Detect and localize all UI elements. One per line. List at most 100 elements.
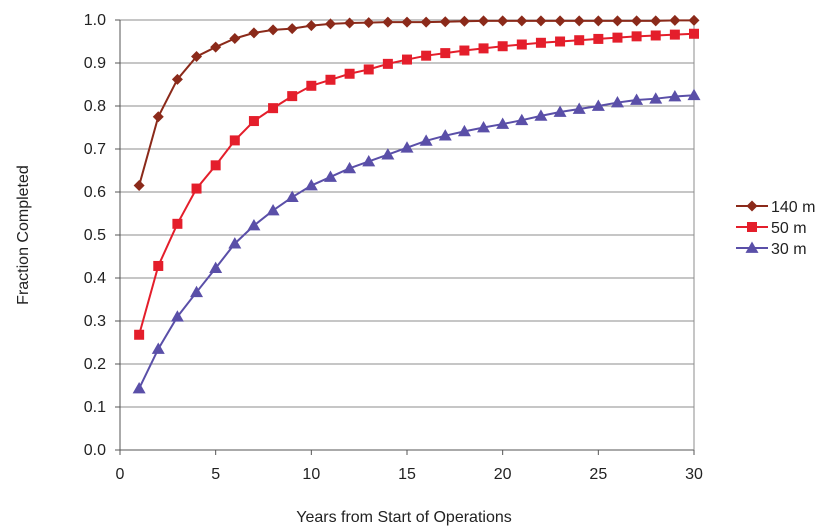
data-point (153, 260, 164, 271)
x-tick-label: 10 (302, 466, 320, 483)
data-point (553, 105, 567, 117)
data-point (535, 15, 547, 27)
data-point (402, 54, 412, 65)
data-point (668, 90, 682, 102)
data-point (745, 241, 759, 253)
data-point (344, 68, 355, 79)
x-tick-label: 5 (211, 466, 220, 483)
data-point (593, 33, 604, 44)
y-tick-label: 1.0 (84, 12, 106, 29)
data-point (171, 73, 183, 85)
data-point (306, 80, 317, 91)
data-point (535, 37, 546, 48)
data-point (497, 41, 508, 52)
data-point (459, 45, 470, 56)
data-point (191, 51, 203, 63)
data-point (363, 64, 374, 75)
data-point (497, 15, 509, 27)
data-point (419, 134, 433, 146)
data-point (133, 180, 145, 192)
legend-label: 50 m (771, 220, 807, 237)
axes (115, 19, 695, 455)
data-point (209, 261, 223, 273)
data-point (746, 200, 758, 212)
data-point (555, 36, 566, 47)
data-point (612, 32, 623, 43)
data-point (515, 113, 529, 126)
data-point (152, 111, 164, 123)
data-point (305, 20, 317, 32)
data-point (324, 18, 336, 30)
x-tick-label: 30 (685, 466, 703, 483)
data-point (440, 48, 451, 59)
legend-label: 30 m (771, 241, 807, 258)
data-point (268, 103, 279, 114)
y-tick-label: 0.3 (84, 313, 106, 330)
data-point (574, 35, 585, 46)
data-point (362, 154, 376, 167)
data-point (439, 16, 451, 28)
data-point (285, 190, 299, 203)
series-lines (132, 14, 701, 394)
y-tick-label: 0.6 (84, 184, 106, 201)
data-point (610, 96, 624, 108)
y-tick-label: 0.0 (84, 442, 106, 459)
data-point (420, 16, 432, 28)
y-tick-label: 0.7 (84, 141, 106, 158)
data-point (343, 161, 357, 174)
data-point (573, 15, 585, 27)
data-point (630, 93, 644, 105)
data-point (381, 148, 395, 160)
data-point (266, 203, 280, 216)
data-point (496, 117, 510, 129)
data-point (286, 23, 298, 35)
data-point (650, 30, 661, 41)
data-point (591, 99, 605, 111)
data-point (457, 124, 471, 137)
x-tick-label: 25 (589, 466, 607, 483)
data-point (534, 109, 548, 121)
data-point (151, 342, 165, 354)
data-point (267, 24, 279, 36)
y-tick-label: 0.1 (84, 399, 106, 416)
data-point (478, 15, 490, 27)
data-point (400, 141, 414, 153)
data-point (210, 41, 222, 53)
data-point (516, 15, 528, 27)
x-tick-label: 20 (494, 466, 512, 483)
legend: 140 m 50 m 30 m (736, 199, 815, 258)
series-140-m (133, 14, 700, 192)
x-axis-title: Years from Start of Operations (296, 509, 512, 526)
data-point (669, 14, 681, 26)
data-point (210, 160, 221, 171)
data-point (554, 15, 566, 27)
legend-item: 140 m (736, 199, 815, 216)
data-point (229, 32, 241, 44)
y-tick-label: 0.9 (84, 55, 106, 72)
data-point (611, 15, 623, 27)
tick-labels: 0.0 0.1 0.2 0.3 0.4 0.5 0.6 0.7 0.8 0.9 1.0 0 5 10 15 2… (84, 12, 703, 483)
y-tick-label: 0.2 (84, 356, 106, 373)
data-point (191, 183, 202, 194)
data-point (458, 15, 470, 27)
data-point (323, 170, 337, 182)
data-point (401, 16, 413, 28)
data-point (747, 222, 757, 232)
data-point (228, 237, 242, 249)
data-point (516, 39, 527, 50)
data-point (631, 31, 642, 42)
data-point (190, 285, 204, 298)
series-30-m (132, 88, 701, 394)
legend-item: 50 m (736, 220, 807, 237)
grid (120, 19, 694, 408)
data-point (688, 14, 700, 26)
data-point (304, 179, 318, 191)
legend-item: 30 m (736, 241, 807, 258)
data-point (669, 29, 680, 40)
data-point (382, 58, 393, 69)
data-point (132, 382, 146, 394)
data-point (650, 15, 662, 27)
data-point (325, 74, 336, 85)
